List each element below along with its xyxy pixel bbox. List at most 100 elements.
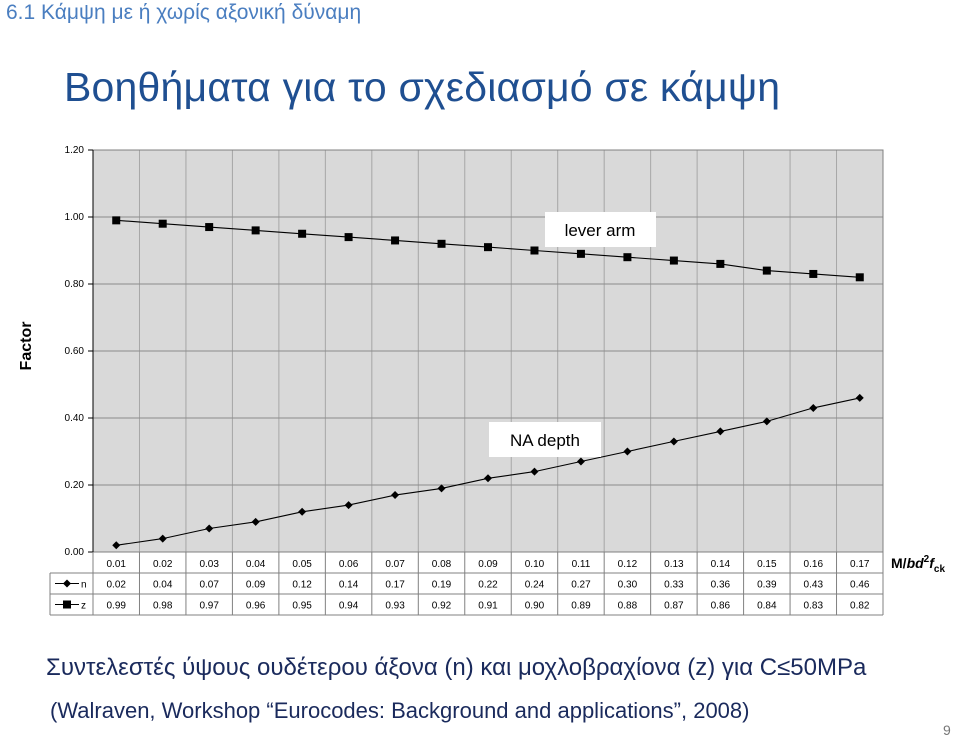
data-point-n (112, 541, 121, 550)
table-cell-z: 0.91 (478, 601, 498, 612)
data-point-n (298, 507, 307, 516)
y-tick-label: 0.40 (65, 413, 85, 424)
caption: Συντελεστές ύψους ουδέτερου άξονα (n) κα… (46, 654, 866, 682)
data-point-z (205, 223, 214, 232)
y-axis-ticks: 0.00 0.20 0.40 0.60 0.80 1.00 1.20 (65, 145, 94, 558)
x-tick-label: 0.13 (664, 559, 684, 570)
data-point-n (484, 474, 492, 483)
data-point-z (251, 226, 260, 235)
data-point-z (530, 246, 539, 255)
table-cell-n: 0.02 (107, 580, 127, 591)
x-tick-label: 0.17 (850, 559, 870, 570)
gridlines (92, 149, 884, 553)
x-tick-label: 0.12 (618, 559, 638, 570)
data-point-z (298, 229, 307, 238)
table-cell-z: 0.89 (571, 601, 591, 612)
table-cell-n: 0.04 (153, 580, 173, 591)
data-point-z (809, 269, 818, 278)
table-cell-z: 0.88 (618, 601, 638, 612)
table-cell-z: 0.84 (757, 601, 777, 612)
x-tick-label: 0.15 (757, 559, 777, 570)
data-point-n (530, 467, 539, 476)
table-cell-z: 0.87 (664, 601, 684, 612)
legend-label-n: n (81, 580, 87, 591)
table-cell-z: 0.97 (199, 601, 219, 612)
y-tick-label: 0.20 (65, 480, 85, 491)
x-tick-label: 0.01 (107, 559, 127, 570)
data-point-n (623, 447, 632, 456)
table-cell-n: 0.39 (757, 580, 777, 591)
table-cell-n: 0.07 (199, 580, 219, 591)
table-cell-z: 0.83 (804, 601, 824, 612)
data-point-n (669, 437, 678, 446)
data-point-z (623, 253, 632, 262)
y-tick-label: 0.00 (65, 547, 85, 558)
table-cell-n: 0.24 (525, 580, 545, 591)
data-point-n (391, 491, 400, 500)
x-tick-label: 0.14 (711, 559, 731, 570)
table-cell-z: 0.82 (850, 601, 870, 612)
data-point-z (762, 266, 771, 275)
data-point-n (809, 403, 818, 412)
x-tick-label: 0.11 (572, 559, 591, 570)
data-point-z (437, 239, 446, 248)
table-cell-z: 0.90 (525, 601, 545, 612)
x-tick-label: 0.06 (339, 559, 359, 570)
data-point-n (205, 524, 214, 533)
y-axis-label: Factor (18, 322, 35, 371)
x-tick-label: 0.08 (432, 559, 452, 570)
data-point-z (855, 273, 864, 282)
table-cell-n: 0.43 (804, 580, 824, 591)
x-tick-label: 0.02 (153, 559, 173, 570)
data-point-n (762, 417, 771, 426)
x-tick-label: 0.03 (199, 559, 219, 570)
legend-marker-n (63, 579, 71, 588)
data-point-n (576, 457, 585, 466)
table-cell-z: 0.92 (432, 601, 452, 612)
y-tick-label: 1.00 (65, 212, 85, 223)
table-cell-n: 0.27 (571, 580, 591, 591)
table-cell-n: 0.17 (385, 580, 405, 591)
x-axis-label: M/bd2fck (891, 554, 945, 575)
data-point-z (716, 259, 725, 268)
data-table: 0.01 0.02 0.03 0.04 0.05 0.06 0.07 0.08 0.09 0.10… (49, 552, 884, 616)
table-cell-n: 0.14 (339, 580, 359, 591)
data-point-n (158, 534, 167, 543)
table-cell-n: 0.36 (711, 580, 731, 591)
slide-title: Βοηθήματα για το σχεδιασμό σε κάμψη (64, 64, 781, 110)
table-cell-n: 0.09 (246, 580, 266, 591)
source-reference: (Walraven, Workshop “Eurocodes: Backgrou… (50, 698, 750, 723)
x-tick-label: 0.05 (292, 559, 312, 570)
table-cell-n: 0.22 (478, 580, 498, 591)
chart: 0.00 0.20 0.40 0.60 0.80 1.00 1.20 Factor leve… (18, 145, 945, 616)
table-cell-z: 0.98 (153, 601, 173, 612)
data-point-z (391, 236, 400, 245)
x-tick-label: 0.07 (385, 559, 405, 570)
less-equal-symbol: ≤ (777, 654, 791, 681)
legend-marker-z (63, 600, 71, 609)
section-title: 6.1 Κάμψη με ή χωρίς αξονική δύναμη (6, 1, 362, 24)
data-point-n (437, 484, 446, 493)
data-point-z (158, 219, 167, 228)
table-cell-n: 0.33 (664, 580, 684, 591)
data-point-n (251, 517, 260, 526)
legend-label-z: z (81, 601, 86, 612)
table-cell-n: 0.19 (432, 580, 452, 591)
y-tick-label: 0.60 (65, 346, 85, 357)
y-tick-label: 0.80 (65, 279, 85, 290)
table-cell-z: 0.96 (246, 601, 266, 612)
data-point-n (344, 501, 353, 510)
page-number: 9 (943, 722, 951, 738)
annotation-na-depth: NA depth (489, 422, 601, 457)
caption-value: 50MPa (790, 654, 867, 681)
x-tick-label: 0.04 (246, 559, 266, 570)
y-tick-label: 1.20 (65, 145, 85, 156)
x-tick-label: 0.09 (478, 559, 498, 570)
data-point-z (576, 249, 585, 258)
lever-arm-label: lever arm (565, 221, 636, 240)
data-point-n (716, 427, 725, 436)
series-layer (112, 216, 864, 550)
table-cell-z: 0.94 (339, 601, 359, 612)
table-cell-n: 0.46 (850, 580, 870, 591)
table-cell-n: 0.30 (618, 580, 638, 591)
